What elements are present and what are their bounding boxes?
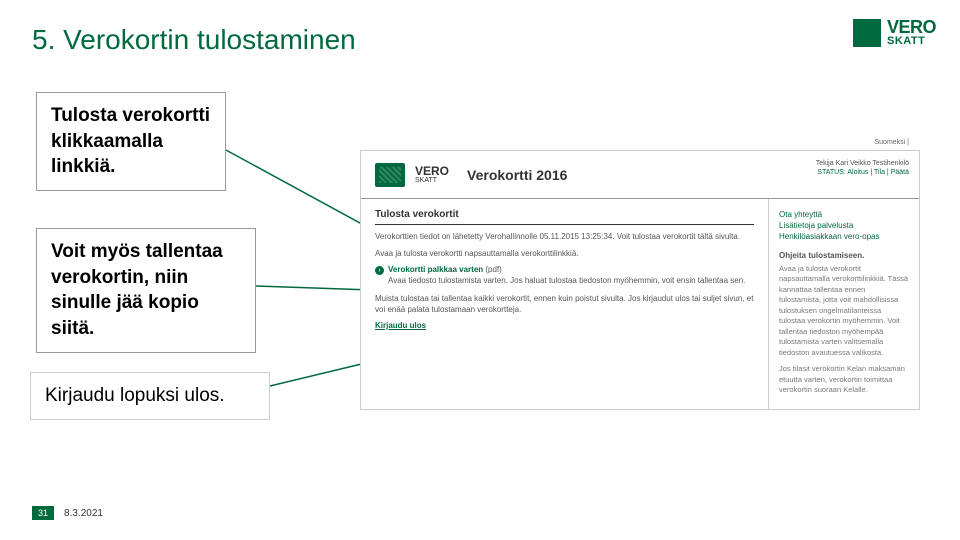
logo-square-icon [853,19,881,47]
mini-logo-line1: VERO [415,165,449,177]
side-link-contact[interactable]: Ota yhteyttä [779,209,909,220]
mini-header-title: Verokortti 2016 [467,167,567,183]
mini-p1: Verokorttien tiedot on lähetetty Verohal… [375,231,754,242]
side-p1: Avaa ja tulosta verokortit napsauttamall… [779,264,909,359]
mini-header-right: Tekija Kari Veikko Testihenkilö STATUS: … [816,159,909,177]
slide-title: 5. Verokortin tulostaminen [32,24,356,56]
bullet-icon: › [375,266,384,275]
side-link-guide[interactable]: Henkilöasiakkaan vero-opas [779,231,909,242]
mini-logo-icon [375,163,405,187]
vero-logo: VERO SKATT [853,18,936,47]
mini-status-label: STATUS: [817,169,846,176]
mini-logo-line2: SKATT [415,177,449,184]
slide-footer: 31 8.3.2021 [32,506,103,520]
callout-print: Tulosta verokortti klikkaamalla linkkiä. [36,92,226,191]
logo-text: VERO SKATT [887,18,936,47]
mini-link-desc: Avaa tiedosto tulostamista varten. Jos h… [388,275,745,286]
mini-main: Tulosta verokortit Verokorttien tiedot o… [361,199,769,409]
mini-p2: Avaa ja tulosta verokortti napsauttamall… [375,248,754,259]
mini-section-title: Tulosta verokortit [375,209,754,225]
callout-save: Voit myös tallentaa verokortin, niin sin… [36,228,256,353]
mini-user-line: Tekija Kari Veikko Testihenkilö [816,159,909,168]
embedded-screenshot: Suomeksi | VERO SKATT Verokortti 2016 Te… [360,150,920,410]
mini-status-links: Aloitus | Tila | Päätä [847,169,909,176]
mini-pdf-link[interactable]: Verokortti palkkaa varten [388,265,483,274]
mini-logo-text: VERO SKATT [415,165,449,184]
mini-p3: Muista tulostaa tai tallentaa kaikki ver… [375,293,754,315]
mini-logout-link[interactable]: Kirjaudu ulos [375,321,754,330]
mini-sidebar: Ota yhteyttä Lisätietoja palvelusta Henk… [769,199,919,409]
side-link-info[interactable]: Lisätietoja palvelusta [779,220,909,231]
side-title: Ohjeita tulostamiseen. [779,251,909,260]
mini-pdf-suffix: (pdf) [485,265,501,274]
logo-line2: SKATT [887,36,936,47]
slide-date: 8.3.2021 [64,508,103,519]
callout-logout: Kirjaudu lopuksi ulos. [30,372,270,420]
side-p2: Jos tilasit verokortin Kelan maksaman et… [779,364,909,396]
logo-line1: VERO [887,18,936,36]
page-number: 31 [32,506,54,520]
mini-lang: Suomeksi | [875,139,910,146]
arrow-2 [256,286,372,290]
mini-header: VERO SKATT Verokortti 2016 Tekija Kari V… [361,151,919,199]
